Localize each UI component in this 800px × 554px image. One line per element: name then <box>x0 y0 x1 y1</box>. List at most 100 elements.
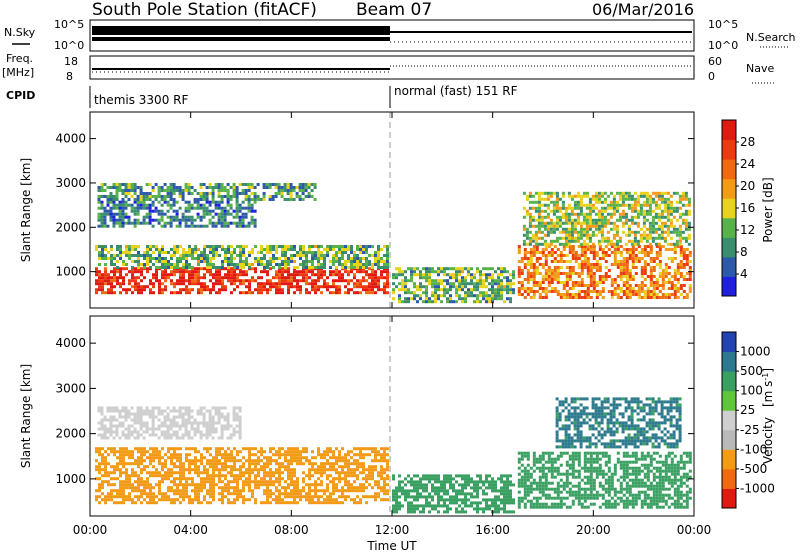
data-cell <box>652 290 656 293</box>
data-cell <box>425 288 428 292</box>
data-cell <box>275 480 278 484</box>
data-cell <box>639 227 643 231</box>
data-cell <box>101 474 104 478</box>
data-cell <box>122 486 125 490</box>
data-cell <box>208 183 212 186</box>
data-cell <box>621 197 625 201</box>
data-cell <box>546 194 550 198</box>
data-cell <box>232 195 236 198</box>
data-cell <box>106 430 110 434</box>
data-cell <box>532 272 536 275</box>
data-cell <box>182 498 185 502</box>
data-cell <box>101 483 104 487</box>
data-cell <box>428 267 431 271</box>
data-cell <box>431 270 434 274</box>
data-cell <box>667 248 671 251</box>
data-cell <box>565 293 569 296</box>
data-cell <box>470 291 473 295</box>
data-cell <box>311 462 314 466</box>
data-cell <box>188 279 191 283</box>
data-cell <box>160 209 164 213</box>
data-cell <box>549 194 553 198</box>
data-cell <box>245 477 248 481</box>
data-cell <box>232 427 236 431</box>
data-cell <box>326 459 329 463</box>
data-cell <box>278 288 281 292</box>
data-cell <box>194 450 197 454</box>
data-cell <box>532 254 536 257</box>
data-cell <box>332 453 335 457</box>
data-cell <box>133 198 137 201</box>
data-cell <box>284 279 287 283</box>
data-cell <box>577 296 581 299</box>
data-cell <box>136 221 140 225</box>
data-cell <box>401 288 404 292</box>
data-cell <box>621 221 625 225</box>
data-cell <box>113 291 116 295</box>
data-cell <box>320 480 323 484</box>
data-cell <box>365 285 368 289</box>
data-cell <box>200 251 203 254</box>
data-cell <box>155 245 158 248</box>
data-cell <box>164 498 167 502</box>
data-cell <box>639 203 643 207</box>
data-cell <box>561 194 565 198</box>
data-cell <box>113 483 116 487</box>
data-cell <box>287 501 290 505</box>
data-cell <box>359 251 362 254</box>
data-cell <box>666 197 670 201</box>
data-cell <box>163 224 167 228</box>
data-cell <box>179 291 182 295</box>
data-cell <box>329 260 332 263</box>
data-cell <box>642 218 646 222</box>
data-cell <box>140 459 143 463</box>
data-cell <box>160 203 164 207</box>
data-cell <box>452 282 455 286</box>
data-cell <box>299 270 302 274</box>
data-cell <box>101 254 104 257</box>
data-cell <box>529 248 533 251</box>
data-cell <box>281 462 284 466</box>
data-cell <box>553 275 557 278</box>
data-cell <box>113 489 116 493</box>
data-cell <box>685 296 689 299</box>
data-cell <box>491 288 494 292</box>
data-cell <box>143 263 146 266</box>
data-cell <box>260 248 263 251</box>
data-cell <box>338 273 341 277</box>
data-cell <box>275 450 278 454</box>
data-cell <box>182 254 185 257</box>
data-cell <box>595 263 599 266</box>
data-cell <box>227 456 230 460</box>
data-cell <box>179 254 182 257</box>
data-cell <box>281 279 284 283</box>
data-cell <box>670 281 674 284</box>
data-cell <box>603 218 607 222</box>
data-cell <box>209 245 212 248</box>
data-cell <box>655 293 659 296</box>
data-cell <box>568 278 572 281</box>
data-cell <box>287 453 290 457</box>
data-cell <box>586 269 590 272</box>
data-cell <box>161 245 164 248</box>
data-cell <box>660 194 664 198</box>
data-cell <box>173 254 176 257</box>
data-cell <box>377 260 380 263</box>
data-cell <box>589 281 593 284</box>
data-cell <box>149 447 152 451</box>
data-cell <box>172 192 176 195</box>
data-cell <box>212 282 215 286</box>
data-cell <box>124 436 128 440</box>
data-cell <box>537 200 541 204</box>
data-cell <box>628 269 632 272</box>
data-cell <box>374 254 377 257</box>
data-cell <box>212 492 215 496</box>
data-cell <box>377 288 380 292</box>
data-cell <box>356 474 359 478</box>
data-cell <box>687 200 691 204</box>
data-cell <box>164 453 167 457</box>
data-cell <box>377 257 380 260</box>
data-cell <box>194 251 197 254</box>
data-cell <box>134 489 137 493</box>
data-cell <box>529 278 533 281</box>
